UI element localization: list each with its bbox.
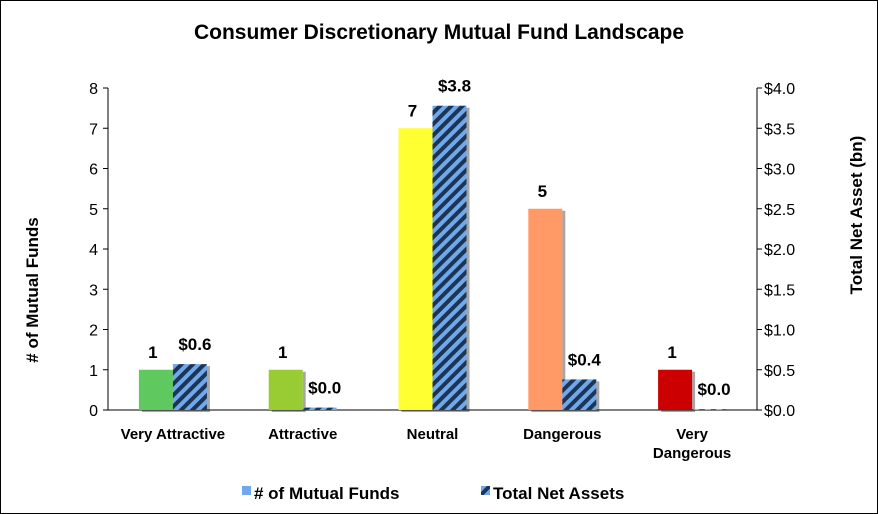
axes: 0 1 2 3 4 5 6 7 8 $0.0 $0.5 $1.0 $1.5 $2.0 $2.5 $3.0 $3.…: [89, 81, 795, 462]
left-tick-label: 2: [89, 323, 98, 340]
net-assets-label: $0.0: [308, 379, 341, 398]
right-tick-label: $3.0: [764, 162, 795, 179]
fund-count-bar: [138, 369, 173, 410]
left-axis-label: # of Mutual Funds: [23, 217, 42, 362]
fund-count-label: 7: [408, 101, 417, 120]
data-labels: 1 $0.6 1 $0.0 7 $3.8 5 $0.4 1 $0.0: [148, 77, 730, 399]
chart-title: Consumer Discretionary Mutual Fund Lands…: [194, 21, 684, 44]
left-tick-label: 8: [89, 81, 98, 98]
fund-count-label: 5: [538, 182, 547, 201]
category-label: Attractive: [268, 426, 337, 443]
category-label: Dangerous: [653, 445, 731, 462]
net-assets-bar: [172, 364, 207, 410]
legend-swatch-funds: [242, 486, 251, 495]
left-tick-label: 5: [89, 202, 98, 219]
category-label: Neutral: [407, 426, 459, 443]
right-tick-label: $1.5: [764, 282, 795, 299]
right-tick-label: $1.0: [764, 323, 795, 340]
fund-count-label: 1: [148, 343, 157, 362]
legend-label-assets: Total Net Assets: [493, 484, 624, 503]
fund-count-label: 1: [667, 343, 676, 362]
net-assets-label: $0.0: [698, 380, 731, 399]
legend-swatch-assets: [481, 486, 490, 495]
legend: # of Mutual Funds Total Net Assets: [242, 484, 624, 503]
net-assets-bar: [302, 407, 337, 410]
net-assets-bar: [692, 409, 727, 410]
fund-count-bar: [398, 128, 433, 410]
fund-count-bar: [528, 208, 563, 410]
category-label: Very Attractive: [121, 426, 226, 443]
legend-label-funds: # of Mutual Funds: [254, 484, 399, 503]
bars: [138, 105, 727, 411]
category-label: Dangerous: [523, 426, 601, 443]
right-axis-label: Total Net Asset (bn): [847, 136, 866, 295]
fund-count-bar: [268, 369, 303, 410]
left-tick-label: 1: [89, 363, 98, 380]
left-tick-label: 4: [89, 242, 98, 259]
right-tick-label: $0.0: [764, 403, 795, 420]
right-tick-label: $2.5: [764, 202, 795, 219]
right-tick-label: $0.5: [764, 363, 795, 380]
right-tick-label: $4.0: [764, 81, 795, 98]
net-assets-label: $3.8: [438, 77, 471, 96]
category-label: Very: [676, 426, 708, 443]
left-tick-label: 6: [89, 162, 98, 179]
fund-count-bar: [658, 369, 693, 410]
left-tick-label: 0: [89, 403, 98, 420]
net-assets-bar: [562, 379, 597, 410]
net-assets-label: $0.4: [568, 350, 602, 369]
left-tick-label: 3: [89, 282, 98, 299]
right-tick-label: $2.0: [764, 242, 795, 259]
left-tick-label: 7: [89, 121, 98, 138]
right-tick-label: $3.5: [764, 121, 795, 138]
net-assets-label: $0.6: [178, 335, 211, 354]
fund-count-label: 1: [278, 343, 287, 362]
net-assets-bar: [432, 105, 467, 411]
